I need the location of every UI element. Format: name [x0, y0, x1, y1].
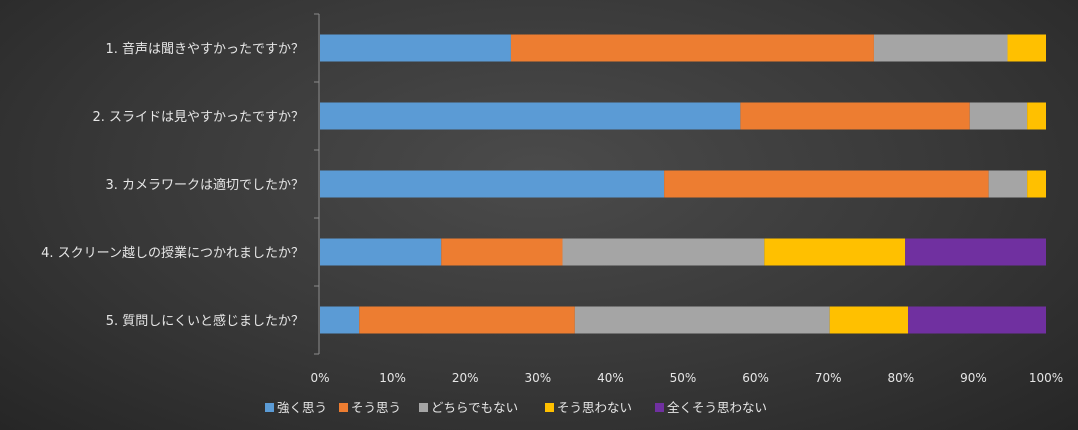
- bar-segment: [320, 306, 360, 334]
- bar-segment: [320, 34, 511, 62]
- x-tick-label: 10%: [379, 371, 406, 385]
- legend-label: 強く思う: [277, 400, 327, 415]
- bar-segment: [1027, 170, 1046, 198]
- bar-segment: [562, 238, 765, 266]
- x-tick-label: 50%: [670, 371, 697, 385]
- bar-segment: [574, 306, 830, 334]
- category-label: 3. カメラワークは適切でしたか？: [105, 177, 304, 193]
- bar-segment: [320, 238, 442, 266]
- bar-segment: [320, 102, 741, 130]
- bar-segment: [441, 238, 563, 266]
- legend-swatch: [265, 403, 274, 412]
- x-tick-label: 90%: [960, 371, 987, 385]
- bar-segment: [510, 34, 874, 62]
- x-tick-label: 80%: [887, 371, 914, 385]
- bar-segment: [905, 238, 1046, 266]
- category-label: 5. 質問しにくいと感じましたか？: [106, 313, 304, 329]
- legend-label: そう思う: [351, 400, 401, 415]
- bar-segment: [664, 170, 989, 198]
- bar-segment: [988, 170, 1028, 198]
- x-tick-label: 70%: [815, 371, 842, 385]
- legend-label: そう思わない: [557, 400, 632, 415]
- legend-swatch: [419, 403, 428, 412]
- bar-segment: [1027, 102, 1046, 130]
- category-label: 1. 音声は聞きやすかったですか？: [105, 41, 304, 57]
- x-tick-label: 60%: [742, 371, 769, 385]
- x-tick-label: 100%: [1029, 371, 1063, 385]
- bar-segment: [1007, 34, 1046, 62]
- legend-swatch: [339, 403, 348, 412]
- legend-swatch: [545, 403, 554, 412]
- legend-label: 全くそう思わない: [667, 400, 767, 415]
- bar-segment: [969, 102, 1028, 130]
- category-label: 4. スクリーン越しの授業につかれましたか？: [41, 245, 304, 261]
- bar-segment: [320, 170, 665, 198]
- category-label: 2. スライドは見やすかったですか？: [92, 110, 304, 125]
- legend-label: どちらでもない: [431, 400, 518, 415]
- bar-segment: [908, 306, 1046, 334]
- bar-segment: [829, 306, 909, 334]
- bar-segment: [764, 238, 906, 266]
- x-tick-label: 0%: [310, 371, 329, 385]
- legend-swatch: [655, 403, 664, 412]
- x-tick-label: 20%: [452, 371, 479, 385]
- x-tick-label: 30%: [524, 371, 551, 385]
- bar-segment: [359, 306, 575, 334]
- x-tick-label: 40%: [597, 371, 624, 385]
- bar-segment: [873, 34, 1008, 62]
- bar-segment: [740, 102, 970, 130]
